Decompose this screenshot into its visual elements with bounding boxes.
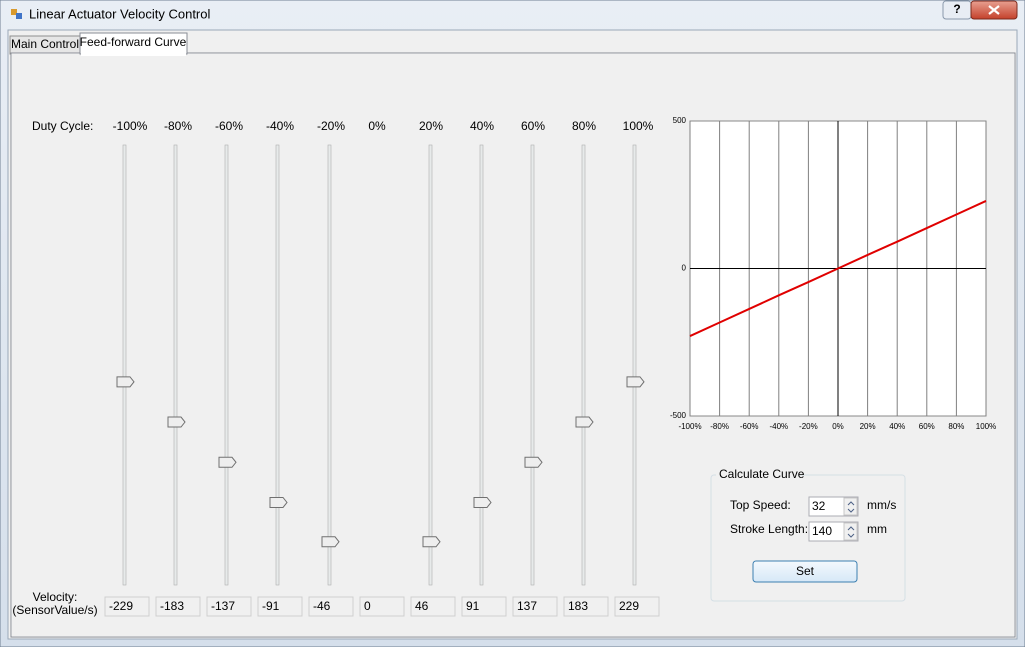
x-tick-label: -80% [710,422,729,431]
duty-cycle-header: -100% [113,119,148,133]
unit-label: mm/s [867,498,896,512]
unit-label: mm [867,522,887,536]
slider-track[interactable] [530,144,535,586]
velocity-box [563,596,609,617]
spin-arrows [847,526,855,538]
velocity-box [257,596,303,617]
y-tick-label: 0 [682,264,687,273]
slider-thumb[interactable] [524,456,543,468]
slider-track[interactable] [122,144,127,586]
velocity-label: Velocity: [33,590,78,604]
slider-thumb[interactable] [626,376,645,388]
help-button-label[interactable]: ? [953,2,960,16]
y-tick-label: 500 [673,116,687,125]
slider-thumb[interactable] [116,376,135,388]
group-title: Calculate Curve [719,467,805,481]
group-box [710,474,906,602]
velocity-box [155,596,201,617]
set-button[interactable] [752,560,858,583]
app-icon [16,13,22,19]
x-tick-label: -20% [799,422,818,431]
x-tick-label: 20% [860,422,876,431]
duty-cycle-header: 100% [623,119,654,133]
duty-cycle-header: -20% [317,119,345,133]
x-tick-label: 40% [889,422,905,431]
velocity-box [104,596,150,617]
velocity-box [359,596,405,617]
duty-cycle-header: 60% [521,119,545,133]
velocity-box [512,596,558,617]
slider-thumb[interactable] [473,496,492,508]
slider-thumb[interactable] [167,416,186,428]
velocity-value: -46 [313,599,331,613]
duty-cycle-label: Duty Cycle: [32,119,93,133]
velocity-value: 91 [466,599,480,613]
velocity-value: -229 [109,599,133,613]
velocity-box [614,596,660,617]
set-button-label[interactable]: Set [796,564,815,578]
duty-cycle-header: 20% [419,119,443,133]
velocity-box [308,596,354,617]
slider-thumb[interactable] [422,536,441,548]
x-tick-label: -60% [740,422,759,431]
app-icon [11,9,17,15]
window-title: Linear Actuator Velocity Control [29,6,210,21]
y-tick-label: -500 [670,411,687,420]
field-label: Stroke Length: [730,522,808,536]
slider-track[interactable] [581,144,586,586]
slider-thumb[interactable] [218,456,237,468]
slider-thumb[interactable] [321,536,340,548]
velocity-box [461,596,507,617]
velocity-value: 0 [364,599,371,613]
slider-track[interactable] [479,144,484,586]
spin-button[interactable] [843,497,858,516]
slider-track[interactable] [327,144,332,586]
slider-thumb[interactable] [269,496,288,508]
velocity-label: (SensorValue/s) [12,603,97,617]
duty-cycle-header: 40% [470,119,494,133]
x-tick-label: 80% [948,422,964,431]
velocity-box [410,596,456,617]
spin-button[interactable] [843,522,858,541]
close-icon [988,5,1000,15]
x-tick-label: 0% [832,422,844,431]
numeric-value[interactable]: 32 [812,499,826,513]
tab-joint [81,52,186,56]
velocity-box [206,596,252,617]
velocity-value: -91 [262,599,280,613]
duty-cycle-header: 80% [572,119,596,133]
slider-track[interactable] [173,144,178,586]
duty-cycle-header: -40% [266,119,294,133]
velocity-value: 183 [568,599,588,613]
group-title-bg [716,468,798,482]
duty-cycle-header: -80% [164,119,192,133]
tab-label[interactable]: Feed-forward Curve [80,35,187,49]
x-tick-label: 100% [976,422,996,431]
slider-thumb[interactable] [575,416,594,428]
duty-cycle-header: 0% [368,119,386,133]
tab-label[interactable]: Main Control [11,37,79,51]
slider-track[interactable] [275,144,280,586]
field-label: Top Speed: [730,498,791,512]
x-tick-label: 60% [919,422,935,431]
numeric-value[interactable]: 140 [812,524,832,538]
velocity-value: 46 [415,599,429,613]
velocity-value: -137 [211,599,235,613]
velocity-value: 229 [619,599,639,613]
curve-line [689,200,987,337]
duty-cycle-header: -60% [215,119,243,133]
velocity-value: 137 [517,599,537,613]
velocity-value: -183 [160,599,184,613]
spin-arrows [847,501,855,513]
slider-track[interactable] [632,144,637,586]
x-tick-label: -40% [769,422,788,431]
x-tick-label: -100% [678,422,701,431]
slider-track[interactable] [224,144,229,586]
slider-track[interactable] [428,144,433,586]
